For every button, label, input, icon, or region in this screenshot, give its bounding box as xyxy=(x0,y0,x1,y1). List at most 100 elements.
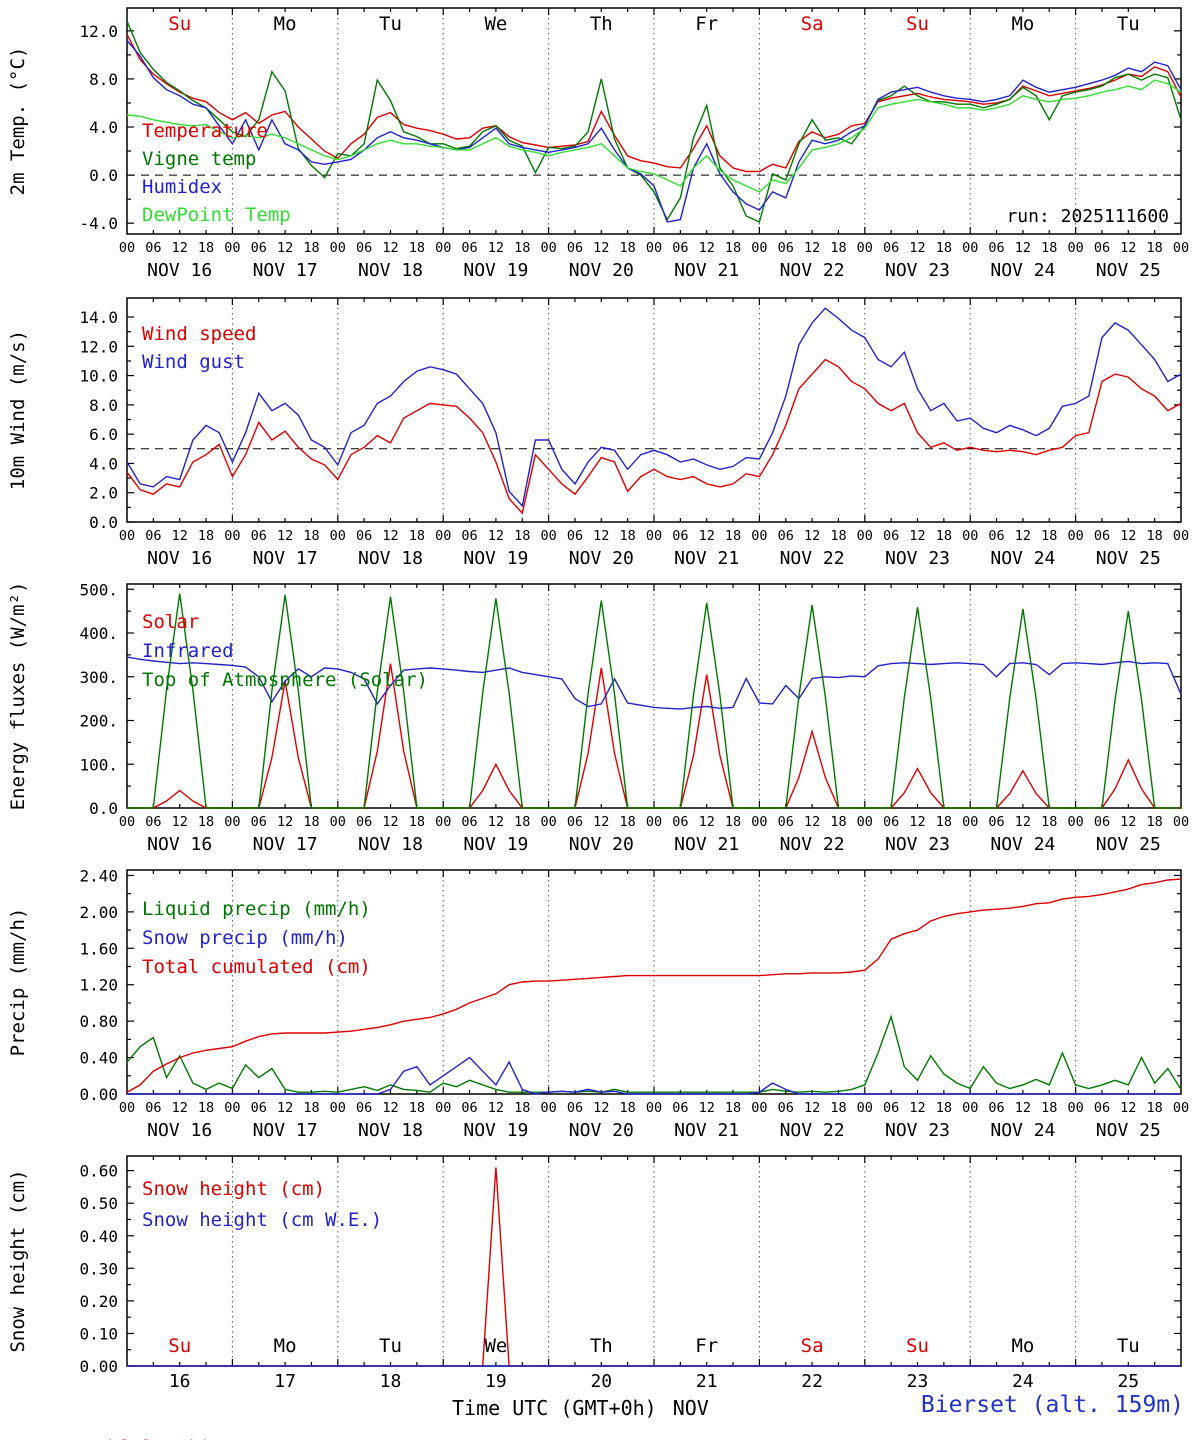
hour-tick-label: 12 xyxy=(488,814,504,830)
weekday-label: Su xyxy=(168,13,191,35)
y-axis-title: Snow height (cm) xyxy=(7,1169,29,1352)
weekday-label: We xyxy=(484,1335,507,1357)
hour-tick-label: 00 xyxy=(646,528,662,544)
weekday-label: Su xyxy=(906,1335,929,1357)
y-tick-label: 0.0 xyxy=(89,166,118,185)
hour-tick-label: 12 xyxy=(488,240,504,256)
weekday-label: Th xyxy=(590,13,613,35)
date-label: NOV 25 xyxy=(1096,834,1161,855)
y-tick-label: 8.0 xyxy=(89,70,118,89)
hour-tick-label: 12 xyxy=(1120,240,1136,256)
hour-tick-label: 12 xyxy=(1015,240,1031,256)
hour-tick-label: 06 xyxy=(672,1100,688,1116)
hour-tick-label: 18 xyxy=(409,240,425,256)
wind-chart: 0.0 2.0 4.0 6.0 8.0 10.0 12.0 14.0 10m Wind (m/s… xyxy=(7,297,1189,569)
liquid-precip-mm-h-line xyxy=(126,1014,1182,1093)
hour-tick-label: 12 xyxy=(1120,528,1136,544)
hour-tick-label: 00 xyxy=(857,528,873,544)
date-label: NOV 17 xyxy=(253,834,318,855)
date-label: NOV 18 xyxy=(358,260,423,281)
date-label: NOV 16 xyxy=(147,548,212,569)
hour-tick-label: 12 xyxy=(593,240,609,256)
hour-tick-label: 18 xyxy=(1041,814,1057,830)
hour-tick-label: 00 xyxy=(1173,528,1189,544)
weekday-label: Su xyxy=(906,13,929,35)
y-tick-label: 0.10 xyxy=(79,1324,118,1343)
hour-tick-label: 12 xyxy=(909,528,925,544)
weekday-label: Tu xyxy=(1117,13,1140,35)
hour-tick-label: 00 xyxy=(1173,814,1189,830)
hour-tick-label: 06 xyxy=(1094,528,1110,544)
hour-tick-label: 00 xyxy=(540,1100,556,1116)
hour-tick-label: 00 xyxy=(224,814,240,830)
hour-tick-label: 12 xyxy=(593,1100,609,1116)
hour-tick-label: 18 xyxy=(1147,814,1163,830)
hour-tick-label: 12 xyxy=(172,814,188,830)
hour-tick-label: 00 xyxy=(751,1100,767,1116)
hour-tick-label: 12 xyxy=(1015,528,1031,544)
date-label: NOV 21 xyxy=(674,834,739,855)
hour-tick-label: 18 xyxy=(830,528,846,544)
weekday-label: Su xyxy=(168,1335,191,1357)
hour-tick-label: 06 xyxy=(356,814,372,830)
time-utc-label: Time UTC (GMT+0h) xyxy=(452,1396,657,1420)
hour-tick-label: 18 xyxy=(198,240,214,256)
hour-tick-label: 06 xyxy=(145,528,161,544)
plot-frame xyxy=(126,7,1182,235)
hour-tick-label: 06 xyxy=(145,240,161,256)
hour-tick-label: 00 xyxy=(119,814,135,830)
hour-tick-label: 00 xyxy=(962,1100,978,1116)
date-label: NOV 22 xyxy=(780,1120,845,1141)
hour-tick-label: 12 xyxy=(277,528,293,544)
y-tick-label: 100. xyxy=(79,755,118,774)
hour-tick-label: 00 xyxy=(119,528,135,544)
hour-tick-label: 06 xyxy=(251,1100,267,1116)
y-axis-title: Precip (mm/h) xyxy=(7,908,29,1057)
liquid-precip-mm-h-legend: Liquid precip (mm/h) xyxy=(142,898,371,920)
hour-tick-label: 06 xyxy=(778,1100,794,1116)
weekday-label: Mo xyxy=(1011,1335,1034,1357)
hour-tick-label: 06 xyxy=(988,814,1004,830)
hour-tick-label: 12 xyxy=(172,1100,188,1116)
credit-line-1: MARv3.14 model forced by GFS xyxy=(4,1436,401,1440)
y-tick-label: 0.20 xyxy=(79,1292,118,1311)
hour-tick-label: 06 xyxy=(461,528,477,544)
hour-tick-label: 06 xyxy=(145,814,161,830)
hour-tick-label: 00 xyxy=(646,1100,662,1116)
hour-tick-label: 18 xyxy=(198,1100,214,1116)
hour-tick-label: 00 xyxy=(435,528,451,544)
infrared-legend: Infrared xyxy=(142,640,234,662)
y-tick-label: 12.0 xyxy=(79,337,118,356)
hour-tick-label: 06 xyxy=(778,814,794,830)
day-number-label: 23 xyxy=(907,1371,929,1390)
date-label: NOV 20 xyxy=(569,548,634,569)
y-tick-label: 400. xyxy=(79,624,118,643)
top-of-atmosphere-solar-line xyxy=(127,593,1181,809)
y-tick-label: 1.60 xyxy=(79,939,118,958)
hour-tick-label: 06 xyxy=(567,814,583,830)
infrared-line xyxy=(126,656,1182,710)
snow-precip-mm-h-legend: Snow precip (mm/h) xyxy=(142,927,348,949)
hour-tick-label: 00 xyxy=(435,240,451,256)
hour-tick-label: 06 xyxy=(988,1100,1004,1116)
hour-tick-label: 18 xyxy=(514,528,530,544)
hour-tick-label: 18 xyxy=(936,240,952,256)
day-number-label: 22 xyxy=(801,1371,823,1390)
hour-tick-label: 18 xyxy=(1041,240,1057,256)
weekday-label: Mo xyxy=(274,13,297,35)
y-tick-label: 200. xyxy=(79,712,118,731)
date-label: NOV 16 xyxy=(147,1120,212,1141)
hour-tick-label: 18 xyxy=(936,814,952,830)
y-tick-label: 12.0 xyxy=(79,22,118,41)
hour-tick-label: 12 xyxy=(1120,1100,1136,1116)
hour-tick-label: 00 xyxy=(330,814,346,830)
hour-tick-label: 18 xyxy=(514,814,530,830)
hour-tick-label: 12 xyxy=(382,1100,398,1116)
weekday-label: Mo xyxy=(1011,13,1034,35)
date-label: NOV 24 xyxy=(990,834,1055,855)
weekday-label: Tu xyxy=(1117,1335,1140,1357)
snow-precip-mm-h-line xyxy=(127,1056,1181,1095)
date-label: NOV 18 xyxy=(358,548,423,569)
hour-tick-label: 18 xyxy=(936,528,952,544)
y-tick-label: 0.00 xyxy=(79,1085,118,1104)
